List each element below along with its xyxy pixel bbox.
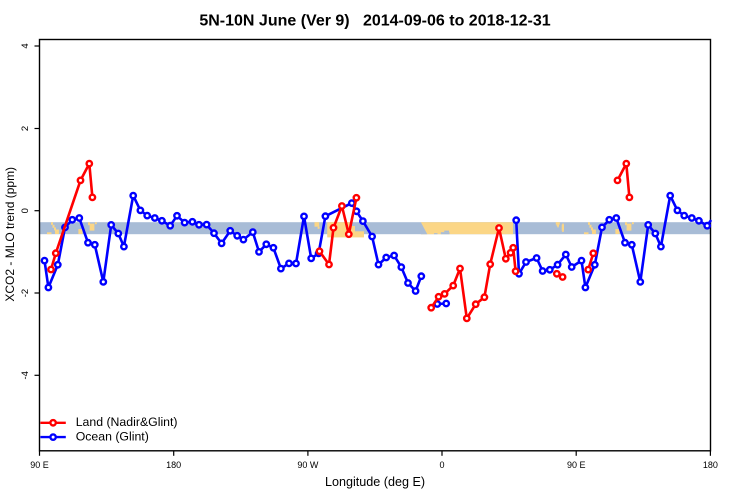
svg-text:XCO2 - MLO trend (ppm): XCO2 - MLO trend (ppm) (3, 167, 17, 302)
svg-text:180: 180 (166, 460, 181, 470)
svg-text:0: 0 (20, 208, 31, 213)
svg-text:90 E: 90 E (567, 460, 586, 470)
svg-text:90 E: 90 E (30, 460, 49, 470)
svg-text:5N-10N June (Ver 9) 2014-09-: 5N-10N June (Ver 9) 2014-09-06 to 2018-1… (199, 12, 550, 29)
svg-text:90 W: 90 W (297, 460, 319, 470)
svg-text:0: 0 (439, 460, 444, 470)
svg-text:-4: -4 (20, 371, 31, 379)
svg-text:Ocean (Glint): Ocean (Glint) (76, 430, 149, 444)
svg-text:Land (Nadir&Glint): Land (Nadir&Glint) (76, 415, 178, 429)
svg-text:Longitude (deg E): Longitude (deg E) (325, 475, 425, 489)
svg-text:4: 4 (20, 43, 31, 48)
svg-text:180: 180 (703, 460, 718, 470)
svg-text:2: 2 (20, 126, 31, 131)
svg-text:-2: -2 (20, 289, 31, 297)
